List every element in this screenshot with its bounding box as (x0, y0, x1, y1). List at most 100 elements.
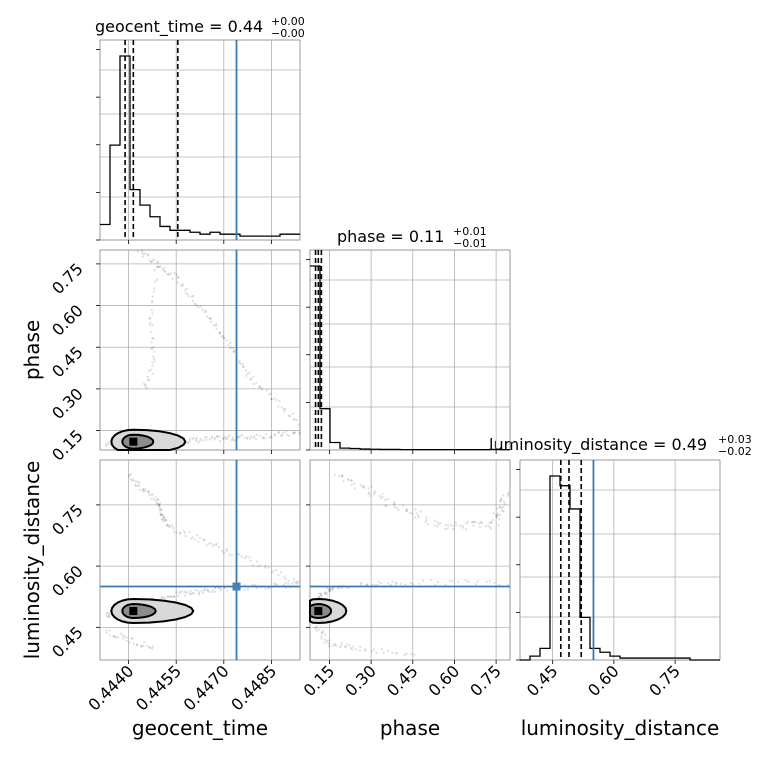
sample-point-phase-vs-luminosity-distance-65 (395, 582, 398, 586)
sample-point-phase-vs-luminosity-distance-199 (499, 499, 502, 502)
sample-point-phase-vs-luminosity-distance-237 (351, 645, 355, 648)
sample-point-geocent-time-vs-phase-123 (270, 435, 273, 438)
sample-point-phase-vs-luminosity-distance-179 (490, 522, 493, 525)
sample-point-geocent-time-vs-luminosity-distance-219 (205, 544, 209, 547)
sample-point-geocent-time-vs-luminosity-distance-189 (161, 518, 164, 521)
sample-point-geocent-time-vs-phase-223 (241, 363, 244, 366)
sample-point-phase-vs-luminosity-distance-201 (504, 502, 507, 505)
sample-point-phase-vs-luminosity-distance-70 (412, 583, 415, 586)
sample-point-geocent-time-vs-luminosity-distance-78 (187, 591, 190, 594)
sample-point-phase-vs-luminosity-distance-60 (377, 580, 380, 583)
sample-point-phase-vs-luminosity-distance-177 (487, 524, 490, 527)
sample-point-geocent-time-vs-phase-143 (142, 253, 145, 256)
sample-point-geocent-time-vs-phase-281 (151, 348, 154, 351)
sample-point-geocent-time-vs-luminosity-distance-181 (160, 508, 163, 511)
sample-point-phase-vs-luminosity-distance-238 (350, 646, 353, 650)
sample-point-phase-vs-luminosity-distance-75 (437, 580, 440, 584)
sample-point-geocent-time-vs-luminosity-distance-80 (189, 593, 192, 596)
sample-point-geocent-time-vs-phase-190 (204, 311, 207, 314)
sample-point-phase-vs-luminosity-distance-28 (326, 593, 329, 596)
sample-point-phase-vs-luminosity-distance-202 (503, 500, 506, 503)
sample-point-geocent-time-vs-phase-260 (153, 268, 156, 272)
sample-point-geocent-time-vs-luminosity-distance-224 (215, 542, 218, 545)
ylabel-luminosity-distance: luminosity_distance (20, 461, 44, 660)
sample-point-phase-vs-luminosity-distance-21 (318, 592, 321, 595)
sample-point-geocent-time-vs-phase-106 (241, 433, 244, 437)
sample-point-geocent-time-vs-phase-288 (151, 372, 154, 375)
panel-frame-1-2 (309, 459, 511, 661)
sample-point-geocent-time-vs-phase-101 (233, 439, 236, 442)
sample-point-geocent-time-vs-luminosity-distance-61 (163, 596, 166, 599)
sample-point-geocent-time-vs-phase-2 (107, 443, 110, 446)
ytick-label-luminosity-distance-2: 0.75 (48, 500, 87, 539)
sample-point-geocent-time-vs-phase-272 (149, 321, 152, 324)
sample-point-geocent-time-vs-luminosity-distance-204 (175, 531, 178, 534)
sample-point-geocent-time-vs-phase-76 (198, 439, 202, 442)
sample-point-phase-vs-luminosity-distance-98 (347, 477, 350, 481)
title-geocent-time-sup: +0.00 (271, 15, 305, 28)
sample-point-phase-vs-luminosity-distance-112 (374, 490, 377, 493)
sample-point-geocent-time-vs-phase-149 (151, 259, 154, 262)
sample-point-phase-vs-luminosity-distance-187 (496, 512, 499, 515)
sample-point-geocent-time-vs-phase-262 (154, 280, 157, 283)
sample-point-geocent-time-vs-luminosity-distance-248 (272, 569, 275, 573)
sample-point-geocent-time-vs-phase-283 (152, 355, 155, 358)
sample-point-phase-vs-luminosity-distance-81 (467, 580, 470, 584)
sample-point-geocent-time-vs-luminosity-distance-249 (275, 568, 278, 572)
sample-point-geocent-time-vs-phase-112 (252, 436, 255, 440)
sample-point-geocent-time-vs-phase-247 (280, 406, 283, 409)
sample-point-geocent-time-vs-phase-206 (222, 337, 225, 340)
sample-point-phase-vs-luminosity-distance-165 (471, 521, 474, 524)
sample-point-geocent-time-vs-phase-196 (212, 324, 215, 327)
sample-point-geocent-time-vs-luminosity-distance-202 (172, 527, 175, 530)
sample-point-geocent-time-vs-phase-73 (195, 439, 198, 442)
sample-point-geocent-time-vs-luminosity-distance-256 (293, 581, 296, 584)
sample-point-geocent-time-vs-phase-93 (224, 435, 227, 438)
sample-point-phase-vs-luminosity-distance-24 (320, 594, 323, 597)
sample-point-geocent-time-vs-phase-140 (136, 250, 139, 253)
sample-point-geocent-time-vs-luminosity-distance-155 (142, 490, 145, 493)
sample-point-geocent-time-vs-luminosity-distance-103 (220, 588, 223, 591)
sample-point-geocent-time-vs-phase-151 (150, 260, 153, 264)
sample-point-geocent-time-vs-phase-177 (184, 292, 187, 295)
sample-point-geocent-time-vs-phase-148 (148, 259, 151, 262)
sample-point-geocent-time-vs-phase-269 (151, 312, 154, 315)
sample-point-phase-vs-luminosity-distance-92 (341, 474, 344, 477)
sample-point-phase-vs-luminosity-distance-71 (418, 582, 421, 585)
sample-point-phase-vs-luminosity-distance-195 (495, 507, 499, 510)
sample-point-phase-vs-luminosity-distance-103 (362, 484, 365, 487)
sample-point-geocent-time-vs-phase-110 (249, 435, 252, 438)
sample-point-geocent-time-vs-phase-85 (213, 438, 216, 441)
sample-point-phase-vs-luminosity-distance-88 (506, 583, 509, 586)
sample-point-phase-vs-luminosity-distance-76 (444, 583, 447, 586)
sample-point-phase-vs-luminosity-distance-167 (473, 520, 476, 523)
sample-point-geocent-time-vs-luminosity-distance-209 (184, 534, 187, 538)
sample-point-geocent-time-vs-phase-120 (264, 433, 267, 436)
title-luminosity-distance: luminosity_distance = 0.49 (489, 435, 707, 455)
sample-point-geocent-time-vs-luminosity-distance-70 (175, 591, 178, 594)
sample-point-geocent-time-vs-luminosity-distance-172 (158, 503, 161, 507)
sample-point-geocent-time-vs-luminosity-distance-146 (133, 483, 136, 486)
sample-point-geocent-time-vs-luminosity-distance-263 (112, 634, 115, 638)
sample-point-geocent-time-vs-phase-275 (150, 331, 153, 334)
sample-point-geocent-time-vs-phase-168 (175, 273, 178, 276)
sample-point-phase-vs-luminosity-distance-30 (325, 591, 328, 594)
sample-point-phase-vs-luminosity-distance-86 (493, 581, 496, 584)
sample-point-phase-vs-luminosity-distance-181 (490, 520, 493, 524)
sample-point-phase-vs-luminosity-distance-162 (461, 524, 464, 527)
sample-point-phase-vs-luminosity-distance-239 (351, 648, 354, 651)
sample-point-geocent-time-vs-luminosity-distance-273 (125, 636, 128, 639)
sample-point-phase-vs-luminosity-distance-80 (464, 579, 467, 582)
sample-point-geocent-time-vs-luminosity-distance-156 (142, 488, 145, 491)
sample-point-phase-vs-luminosity-distance-72 (421, 579, 425, 582)
panel-frame-0-2 (99, 459, 301, 661)
sample-point-geocent-time-vs-phase-173 (181, 284, 184, 287)
sample-point-geocent-time-vs-luminosity-distance-282 (142, 644, 145, 648)
sample-point-geocent-time-vs-phase-72 (195, 438, 198, 441)
sample-point-geocent-time-vs-luminosity-distance-177 (158, 508, 161, 512)
sample-point-geocent-time-vs-phase-250 (284, 408, 287, 411)
sample-point-geocent-time-vs-luminosity-distance-157 (144, 488, 147, 491)
sample-point-geocent-time-vs-luminosity-distance-247 (271, 571, 274, 574)
sample-point-geocent-time-vs-phase-193 (209, 317, 212, 320)
sample-point-geocent-time-vs-phase-157 (159, 265, 162, 268)
